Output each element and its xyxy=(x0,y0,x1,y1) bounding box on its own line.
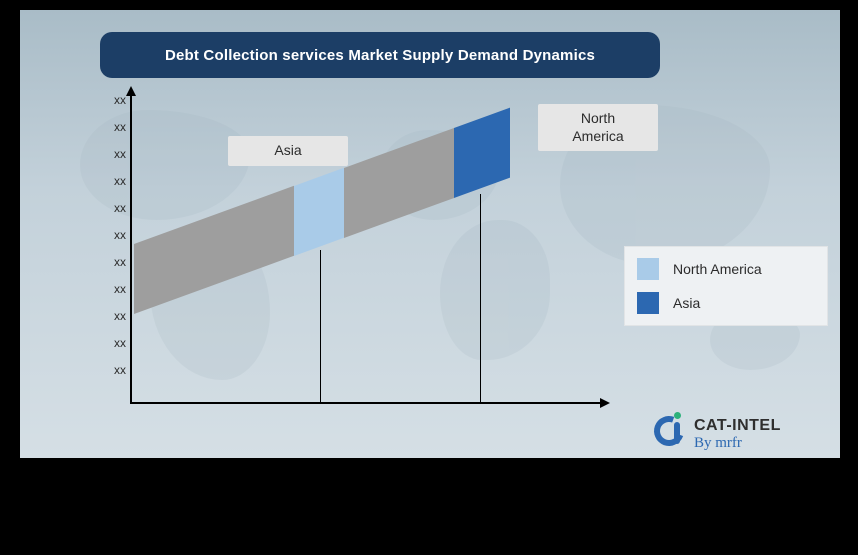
trend-band-segment xyxy=(454,107,510,197)
chart-card: Debt Collection services Market Supply D… xyxy=(20,10,840,458)
y-tick-label: xx xyxy=(102,282,126,296)
y-tick-label: xx xyxy=(102,363,126,377)
legend-swatch xyxy=(637,258,659,280)
y-tick-label: xx xyxy=(102,309,126,323)
y-tick-label: xx xyxy=(102,255,126,269)
x-axis xyxy=(130,402,600,404)
trend-band-segment xyxy=(344,128,454,238)
chart-title: Debt Collection services Market Supply D… xyxy=(100,32,660,78)
callout: Asia xyxy=(228,136,348,166)
callout: NorthAmerica xyxy=(538,104,658,151)
y-tick-label: xx xyxy=(102,120,126,134)
y-tick-label: xx xyxy=(102,228,126,242)
drop-line xyxy=(480,194,481,402)
trend-band-segment xyxy=(134,186,294,314)
legend-label: Asia xyxy=(673,295,700,311)
y-tick-label: xx xyxy=(102,174,126,188)
brand-logo: CAT-INTEL By mrfr xyxy=(654,404,824,464)
chart-title-text: Debt Collection services Market Supply D… xyxy=(165,47,595,64)
brand-logo-sub: By mrfr xyxy=(694,436,781,451)
trend-band-segment xyxy=(294,168,344,256)
brand-logo-mark xyxy=(654,414,688,454)
legend-item: Asia xyxy=(637,292,815,314)
brand-logo-text: CAT-INTEL By mrfr xyxy=(694,418,781,451)
y-tick-label: xx xyxy=(102,93,126,107)
y-tick-label: xx xyxy=(102,147,126,161)
legend: North America Asia xyxy=(624,246,828,326)
legend-swatch xyxy=(637,292,659,314)
y-tick-label: xx xyxy=(102,336,126,350)
drop-line xyxy=(320,250,321,402)
y-tick-label: xx xyxy=(102,201,126,215)
brand-logo-main: CAT-INTEL xyxy=(694,418,781,434)
legend-item: North America xyxy=(637,258,815,280)
plot-area: xxxxxxxxxxxxxxxxxxxxxx AsiaNorthAmerica xyxy=(90,96,600,456)
legend-label: North America xyxy=(673,261,762,277)
canvas: Debt Collection services Market Supply D… xyxy=(0,0,858,555)
y-axis xyxy=(130,96,132,402)
